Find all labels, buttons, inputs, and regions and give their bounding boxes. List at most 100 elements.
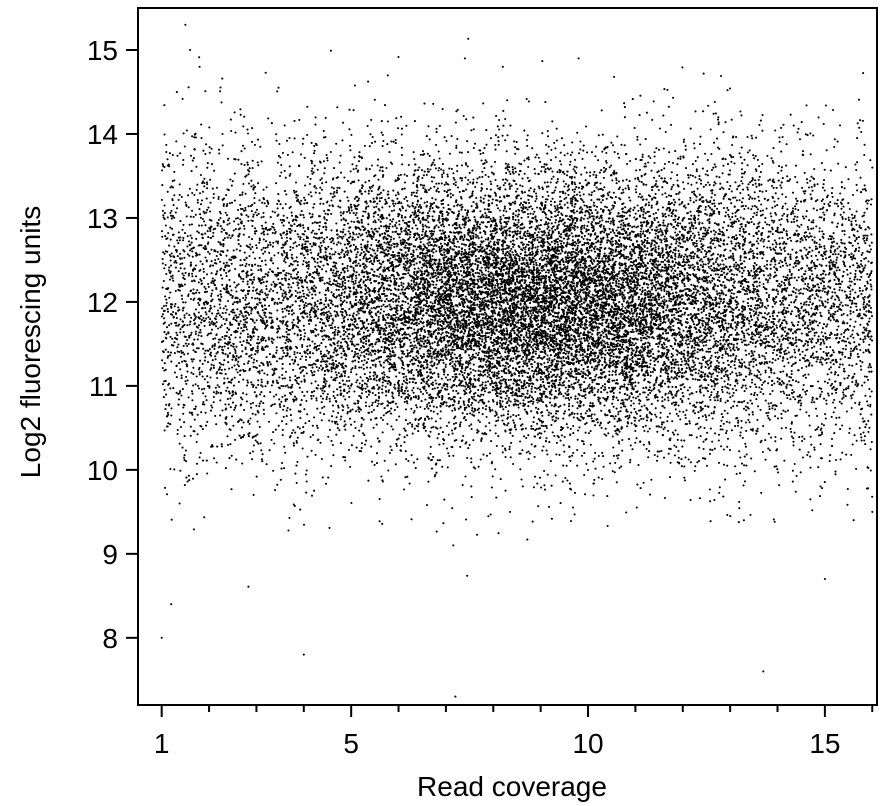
data-point [698,417,700,419]
data-point [664,177,666,179]
data-point [330,50,332,52]
data-point [210,295,212,297]
data-point [360,425,362,427]
data-point [311,257,313,259]
data-point [261,460,263,462]
data-point [531,386,533,388]
data-point [246,379,248,381]
data-point [427,221,429,223]
data-point [175,140,177,142]
data-point [601,324,603,326]
data-point [609,462,611,464]
data-point [736,375,738,377]
data-point [407,308,409,310]
data-point [347,344,349,346]
data-point [767,412,769,414]
data-point [561,207,563,209]
data-point [599,182,601,184]
data-point [369,247,371,249]
data-point [345,358,347,360]
data-point [366,292,368,294]
data-point [544,353,546,355]
data-point [615,177,617,179]
data-point [414,163,416,165]
data-point [293,120,295,122]
data-point [489,410,491,412]
data-point [846,314,848,316]
data-point [182,224,184,226]
data-point [204,233,206,235]
data-point [711,385,713,387]
data-point [559,318,561,320]
data-point [714,352,716,354]
data-point [455,122,457,124]
data-point [358,430,360,432]
data-point [479,421,481,423]
data-point [363,434,365,436]
data-point [548,359,550,361]
data-point [863,313,865,315]
data-point [498,239,500,241]
data-point [268,337,270,339]
data-point [404,390,406,392]
data-point [583,145,585,147]
data-point [313,371,315,373]
data-point [869,159,871,161]
data-point [264,259,266,261]
data-point [554,251,556,253]
data-point [657,260,659,262]
data-point [257,164,259,166]
data-point [840,333,842,335]
data-point [306,286,308,288]
data-point [270,257,272,259]
data-point [441,268,443,270]
data-point [455,295,457,297]
data-point [198,208,200,210]
data-point [358,198,360,200]
data-point [699,136,701,138]
data-point [659,127,661,129]
data-point [375,206,377,208]
data-point [219,300,221,302]
data-point [579,291,581,293]
data-point [383,349,385,351]
data-point [183,459,185,461]
data-point [401,154,403,156]
data-point [534,227,536,229]
data-point [426,254,428,256]
data-point [403,283,405,285]
data-point [280,401,282,403]
data-point [236,308,238,310]
data-point [846,322,848,324]
data-point [343,296,345,298]
data-point [246,162,248,164]
data-point [615,196,617,198]
data-point [398,301,400,303]
data-point [578,338,580,340]
data-point [809,301,811,303]
data-point [627,292,629,294]
data-point [337,334,339,336]
data-point [747,419,749,421]
data-point [230,289,232,291]
data-point [726,207,728,209]
data-point [390,425,392,427]
data-point [291,212,293,214]
data-point [819,299,821,301]
data-point [314,261,316,263]
data-point [586,205,588,207]
data-point [293,223,295,225]
data-point [175,262,177,264]
data-point [663,457,665,459]
data-point [864,335,866,337]
data-point [867,420,869,422]
data-point [831,305,833,307]
data-point [308,193,310,195]
data-point [703,263,705,265]
data-point [403,198,405,200]
data-point [374,252,376,254]
data-point [427,283,429,285]
data-point [794,306,796,308]
data-point [370,244,372,246]
data-point [413,346,415,348]
